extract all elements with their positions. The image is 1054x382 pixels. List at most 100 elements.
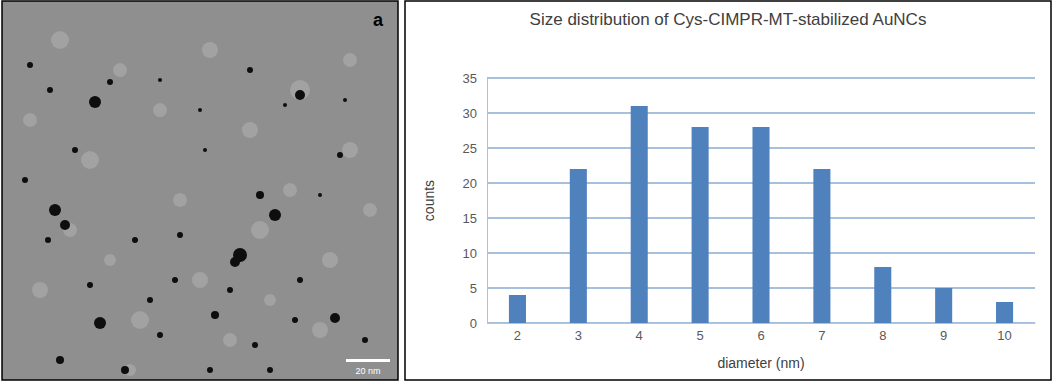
nanocluster-dot	[203, 148, 207, 152]
nanocluster-dot	[318, 193, 322, 197]
y-tick: 0	[470, 316, 487, 331]
nanocluster-dot	[147, 297, 153, 303]
texture-blob	[242, 122, 258, 138]
nanocluster-dot	[230, 257, 240, 267]
bar	[692, 127, 709, 323]
texture-blob	[283, 183, 297, 197]
x-tick: 5	[696, 323, 703, 343]
texture-blob	[312, 322, 328, 338]
texture-blob	[223, 333, 237, 347]
y-tick-label: 35	[463, 71, 477, 86]
y-tick: 30	[463, 106, 487, 121]
nanocluster-dot	[283, 103, 287, 107]
nanocluster-dot	[198, 108, 202, 112]
texture-blob	[251, 221, 269, 239]
nanocluster-dot	[295, 90, 305, 100]
nanocluster-dot	[158, 78, 162, 82]
nanocluster-dot	[89, 96, 101, 108]
grid-line	[487, 113, 1035, 114]
y-tick-label: 30	[463, 106, 477, 121]
chart-panel: 051015202530352345678910Size distributio…	[405, 1, 1051, 380]
texture-blob	[290, 80, 310, 100]
bar	[752, 127, 769, 323]
nanocluster-dot	[330, 313, 340, 323]
y-tick: 15	[463, 211, 487, 226]
x-tick: 10	[997, 323, 1011, 343]
x-tick: 4	[636, 323, 643, 343]
bar	[874, 267, 891, 323]
x-tick-label: 5	[696, 328, 703, 343]
y-tick-label: 5	[470, 281, 477, 296]
nanocluster-dot	[297, 277, 303, 283]
nanocluster-dot	[227, 287, 233, 293]
micrograph-panel: a20 nm	[2, 1, 398, 380]
nanocluster-dot	[121, 366, 129, 374]
bar	[509, 295, 526, 323]
texture-blob	[264, 294, 276, 306]
x-tick: 6	[757, 323, 764, 343]
nanocluster-dot	[343, 98, 347, 102]
x-tick-label: 10	[997, 328, 1011, 343]
nanocluster-dot	[49, 204, 61, 216]
nanocluster-dot	[172, 277, 178, 283]
bar	[631, 106, 648, 323]
texture-blob	[23, 113, 37, 127]
bar	[996, 302, 1013, 323]
texture-blob	[51, 31, 69, 49]
x-tick-label: 4	[636, 328, 643, 343]
y-tick: 25	[463, 141, 487, 156]
x-tick: 3	[575, 323, 582, 343]
bar	[813, 169, 830, 323]
x-tick-label: 6	[757, 328, 764, 343]
y-tick-label: 20	[463, 176, 477, 191]
texture-blob	[104, 254, 116, 266]
grid-line	[487, 78, 1035, 79]
nanocluster-dot	[72, 147, 78, 153]
scale-bar-label: 20 nm	[355, 366, 380, 376]
texture-blob	[81, 151, 99, 169]
x-tick-label: 8	[879, 328, 886, 343]
y-axis-line	[487, 79, 488, 324]
texture-blob	[363, 203, 377, 217]
nanocluster-dot	[56, 356, 64, 364]
nanocluster-dot	[107, 79, 113, 85]
x-tick: 7	[818, 323, 825, 343]
texture-blob	[192, 272, 208, 288]
bar	[570, 169, 587, 323]
nanocluster-dot	[211, 311, 219, 319]
y-axis: 0 5 10 15 20 25 30 35	[463, 71, 488, 331]
nanocluster-dot	[247, 67, 253, 73]
nanocluster-dot	[337, 152, 343, 158]
texture-blob	[342, 142, 358, 158]
texture-blob	[343, 53, 357, 67]
y-tick: 5	[470, 281, 487, 296]
chart-title: Size distribution of Cys-CIMPR-MT-stabil…	[530, 10, 927, 29]
x-tick-label: 2	[514, 328, 521, 343]
grid	[487, 78, 1035, 323]
texture-blob	[153, 103, 167, 117]
nanocluster-dot	[87, 282, 93, 288]
y-tick: 10	[463, 246, 487, 261]
nanocluster-dot	[177, 232, 183, 238]
scale-bar	[346, 359, 390, 362]
x-axis-line	[488, 323, 1036, 324]
y-axis-title: counts	[421, 180, 437, 221]
nanocluster-dot	[45, 237, 51, 243]
nanocluster-dot	[157, 332, 163, 338]
nanocluster-dot	[207, 367, 213, 373]
x-axis-title: diameter (nm)	[717, 355, 804, 371]
nanocluster-dot	[362, 337, 368, 343]
bars	[509, 106, 1013, 323]
texture-blob	[32, 282, 48, 298]
nanocluster-dot	[47, 87, 53, 93]
nanocluster-dot	[94, 317, 106, 329]
y-tick-label: 10	[463, 246, 477, 261]
y-tick-label: 15	[463, 211, 477, 226]
x-tick-label: 7	[818, 328, 825, 343]
y-tick: 35	[463, 71, 487, 86]
micrograph-background	[2, 1, 398, 380]
texture-blob	[113, 63, 127, 77]
nanocluster-dot	[252, 342, 258, 348]
nanocluster-dot	[256, 191, 264, 199]
nanocluster-dot	[267, 367, 273, 373]
